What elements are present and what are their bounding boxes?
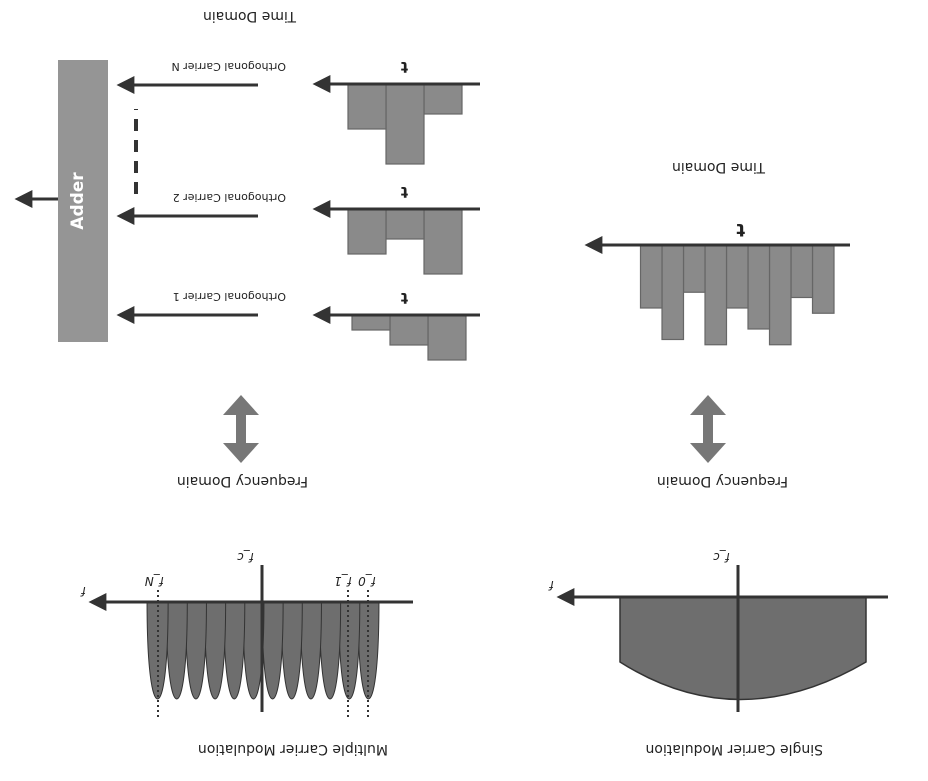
single-carrier-time-bar <box>811 244 835 314</box>
carrier-time-bar <box>427 314 467 361</box>
carrier-time-bar <box>351 314 391 331</box>
single-carrier-time-domain-label: Time Domain <box>672 159 766 175</box>
carrier-rows: t Orthogonal Carrier 1 t Orthogonal Carrier… <box>116 58 480 361</box>
single-carrier-time-bar <box>682 244 706 293</box>
single-carrier-fc-label: f_c <box>713 550 730 564</box>
subcarrier-lobe <box>338 601 361 700</box>
carrier-time-axis-label: t <box>401 58 408 76</box>
subcarrier-lobe <box>165 601 188 700</box>
single-carrier-time-bar <box>639 244 663 309</box>
carrier-row: t Orthogonal Carrier N <box>116 58 480 165</box>
carrier-time-bar <box>385 83 425 165</box>
single-carrier-time-bar <box>704 244 728 346</box>
carrier-time-bar <box>423 208 463 275</box>
carrier-time-axis-label: t <box>401 183 408 201</box>
multi-carrier-time-domain-label: Time Domain <box>203 8 297 24</box>
multi-carrier-double-arrow <box>223 395 259 463</box>
subcarrier-lobe <box>184 601 207 700</box>
single-carrier-time-bar <box>790 244 814 299</box>
subcarrier-lobe <box>261 601 284 700</box>
single-carrier-double-arrow <box>690 395 726 463</box>
subcarrier-lobe <box>280 601 303 700</box>
single-carrier-time-bar <box>725 244 749 309</box>
single-carrier-time-bar <box>768 244 792 346</box>
carrier-name-label: Orthogonal Carrier 1 <box>173 290 286 303</box>
single-carrier-time-bar <box>661 244 685 341</box>
carrier-time-bar <box>389 314 429 346</box>
adder-label: Adder <box>68 172 88 230</box>
multi-carrier-title: Multiple Carrier Modulation <box>198 741 388 757</box>
subcarrier-lobe <box>319 601 342 700</box>
single-carrier-time-bar <box>747 244 771 330</box>
carrier-time-axis-label: t <box>401 289 408 307</box>
single-carrier-spectrum <box>619 596 867 701</box>
adder-block <box>58 60 108 342</box>
carrier-name-label: Orthogonal Carrier N <box>171 60 286 73</box>
f1-label: f_1 <box>334 574 352 588</box>
single-carrier-panel: Single Carrier Modulation f f_c Frequenc… <box>548 159 888 757</box>
carrier-time-bar <box>385 208 425 240</box>
multi-carrier-panel: Multiple Carrier Modulation f f_0 f_1 f_… <box>14 8 480 757</box>
multi-carrier-freq-axis-label: f <box>80 584 86 598</box>
carrier-name-label: Orthogonal Carrier 2 <box>173 191 286 204</box>
multi-carrier-subcarriers <box>146 601 380 700</box>
single-carrier-title: Single Carrier Modulation <box>645 741 823 757</box>
carrier-time-bar <box>347 208 387 255</box>
subcarrier-lobe <box>204 601 227 700</box>
single-carrier-time-axis-label: t <box>736 219 745 240</box>
f0-label: f_0 <box>358 574 376 588</box>
subcarrier-lobe <box>299 601 322 700</box>
multi-carrier-fc-label: f_c <box>237 550 254 564</box>
single-carrier-time-plot <box>639 244 835 346</box>
carrier-time-bar <box>423 83 463 115</box>
rotated-figure: Single Carrier Modulation f f_c Frequenc… <box>14 8 888 757</box>
subcarrier-lobe <box>223 601 246 700</box>
multi-carrier-freq-domain-label: Frequency Domain <box>177 473 308 489</box>
carrier-time-bar <box>347 83 387 130</box>
fn-label: f_N <box>145 574 164 588</box>
carrier-row: t Orthogonal Carrier 1 <box>116 289 480 361</box>
carrier-row: t Orthogonal Carrier 2 <box>116 183 480 275</box>
single-carrier-freq-axis-label: f <box>548 578 554 592</box>
single-carrier-freq-domain-label: Frequency Domain <box>657 473 788 489</box>
